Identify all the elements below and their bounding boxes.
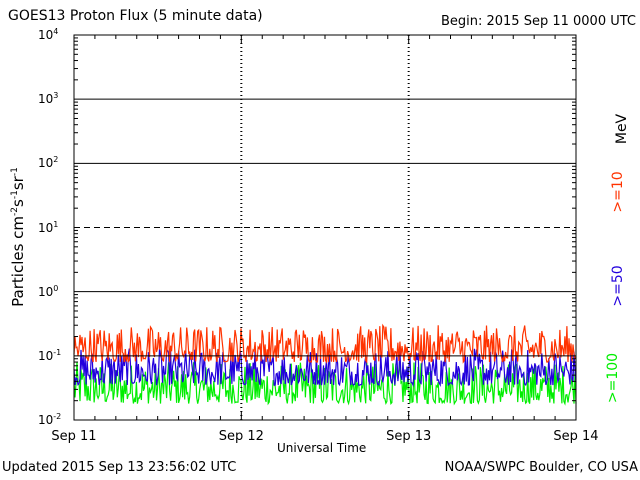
y-tick-base: 10 bbox=[38, 28, 54, 42]
y-tick-exp: 1 bbox=[53, 219, 59, 229]
source-credit: NOAA/SWPC Boulder, CO USA bbox=[444, 460, 638, 475]
y-tick-base: 10 bbox=[38, 156, 54, 171]
legend-ge100: >=100 bbox=[605, 352, 621, 404]
x-tick-label: Sep 12 bbox=[219, 429, 264, 444]
x-tick-label: Sep 13 bbox=[386, 429, 431, 444]
y-tick-label: 102 bbox=[38, 155, 58, 170]
x-tick-label: Sep 11 bbox=[51, 429, 96, 444]
y-tick-exp: 2 bbox=[53, 155, 59, 165]
y-tick-base: 10 bbox=[38, 413, 54, 427]
chart-title: GOES13 Proton Flux (5 minute data) bbox=[8, 8, 263, 24]
y-tick-label: 100 bbox=[38, 284, 58, 299]
series-line-0 bbox=[73, 323, 577, 364]
updated-time: Updated 2015 Sep 13 23:56:02 UTC bbox=[2, 460, 237, 475]
y-tick-exp: 4 bbox=[53, 27, 59, 36]
series-line-1 bbox=[73, 347, 577, 388]
y-tick-exp: 0 bbox=[53, 283, 59, 293]
y-tick-label: 101 bbox=[38, 220, 58, 235]
y-tick-base: 10 bbox=[38, 348, 54, 363]
y-tick-exp: -1 bbox=[53, 347, 62, 357]
x-axis-label: Universal Time bbox=[277, 441, 367, 455]
legend-ge50: >=50 bbox=[610, 265, 626, 307]
legend-ge10: >=10 bbox=[610, 171, 626, 213]
begin-time: Begin: 2015 Sep 11 0000 UTC bbox=[440, 14, 636, 29]
y-tick-label: 10-2 bbox=[38, 412, 61, 427]
y-tick-base: 10 bbox=[38, 284, 54, 299]
y-tick-label: 104 bbox=[38, 27, 58, 42]
x-tick-label: Sep 14 bbox=[553, 429, 598, 444]
y-tick-exp: -2 bbox=[53, 412, 62, 421]
y-tick-exp: 3 bbox=[53, 91, 59, 101]
y-tick-base: 10 bbox=[38, 220, 54, 235]
y-tick-label: 10-1 bbox=[38, 348, 61, 363]
y-tick-label: 103 bbox=[38, 91, 58, 106]
y-tick-base: 10 bbox=[38, 92, 54, 107]
